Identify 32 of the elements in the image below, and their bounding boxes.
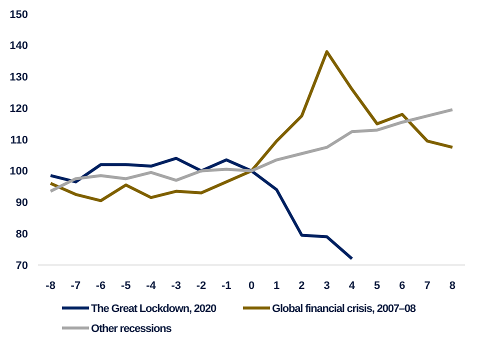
y-tick-label: 80 [16,228,28,240]
y-tick-label: 150 [10,8,28,21]
x-tick-label: 8 [449,280,456,292]
line-series [49,50,454,202]
x-tick-label: 4 [348,280,356,292]
y-tick-label: 140 [10,40,28,52]
x-tick-label: -1 [221,280,232,292]
x-tick-label: -4 [146,280,157,292]
x-tick-label: -6 [96,280,106,292]
x-tick-label: 5 [374,280,380,292]
x-tick-label: 7 [424,280,430,292]
x-tick-label: -2 [196,280,206,292]
line-series [49,108,454,193]
x-tick-label: -3 [171,280,182,292]
y-tick-label: 100 [10,166,28,178]
y-tick-label: 70 [16,260,28,272]
y-tick-label: 120 [10,102,28,115]
y-tick-label: 90 [16,197,28,210]
x-tick-label: 2 [298,280,305,292]
legend-label: Other recessions [91,322,172,335]
line-series [49,156,354,260]
y-tick-label: 130 [10,72,28,84]
x-tick-label: 3 [324,280,330,292]
x-tick-label: 6 [399,280,406,292]
x-tick-label: 0 [248,280,255,292]
legend-label: The Great Lockdown, 2020 [91,302,216,315]
legend-label: Global financial crisis, 2007–08 [272,302,416,315]
x-tick-label: -8 [46,280,56,292]
x-tick-label: 1 [274,280,280,292]
y-tick-label: 110 [10,134,28,146]
x-tick-label: -7 [70,280,81,292]
x-tick-label: -5 [121,280,131,292]
